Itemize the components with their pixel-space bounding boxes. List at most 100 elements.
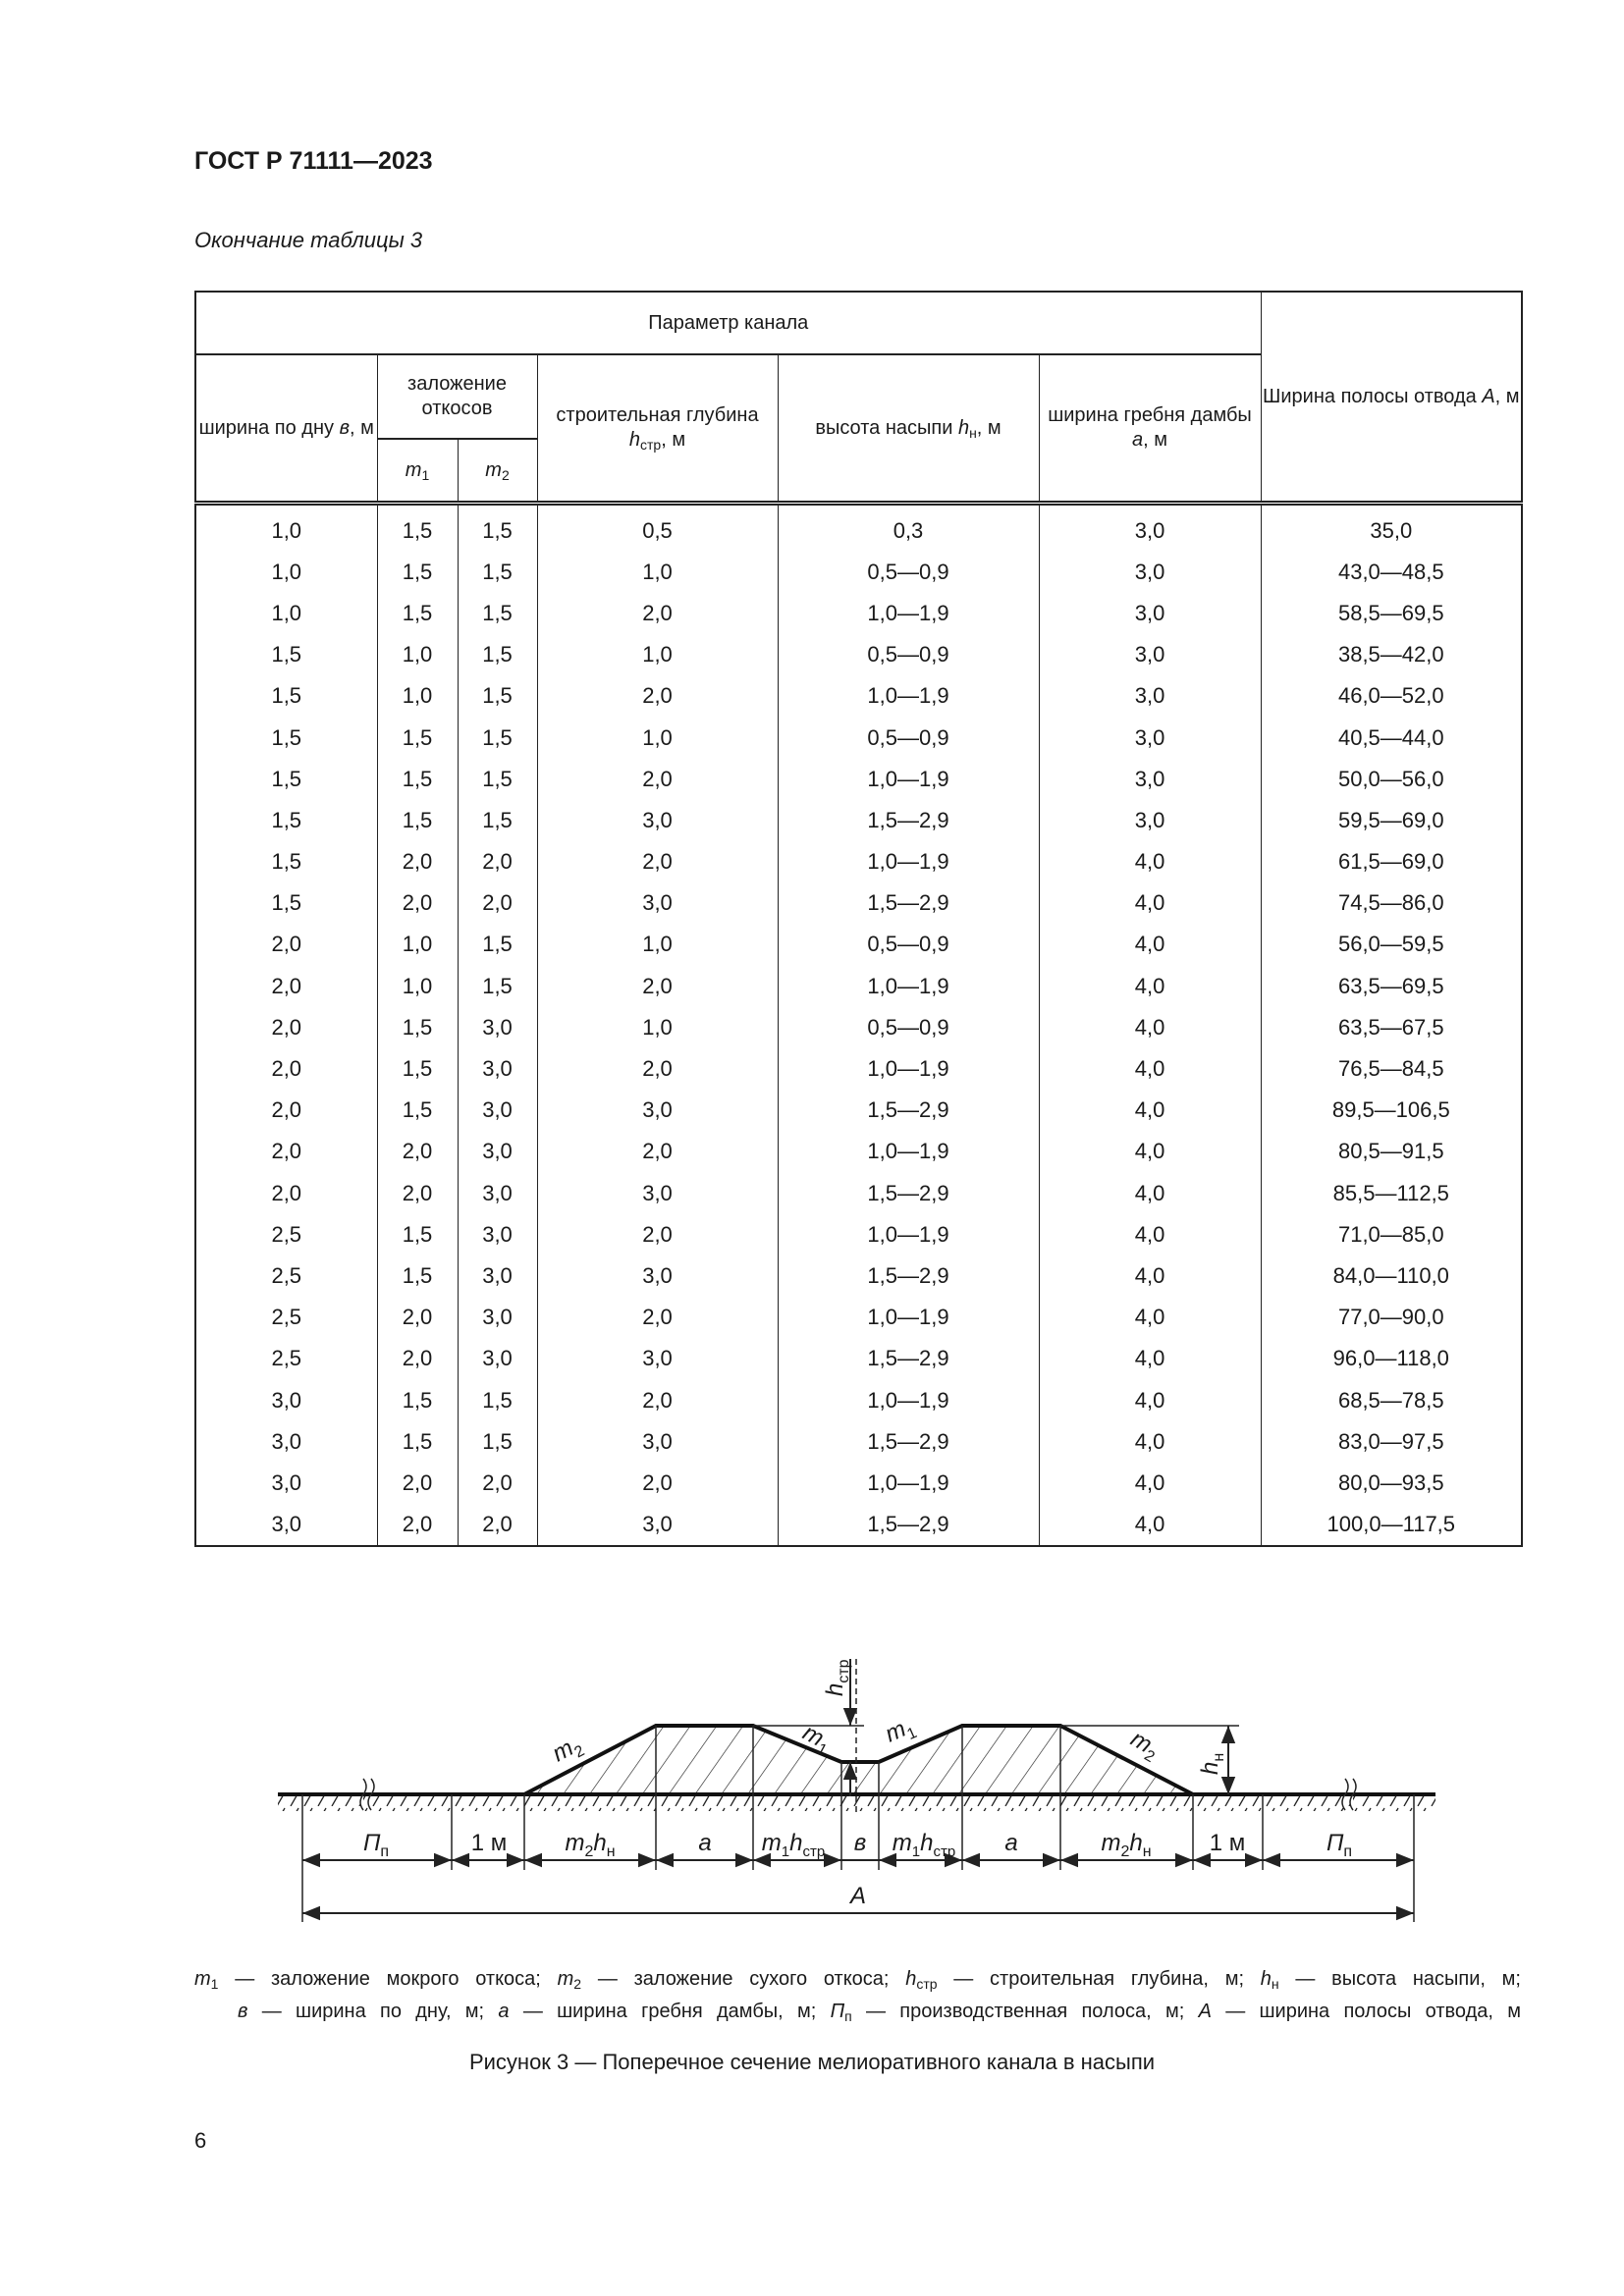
table-cell: 83,0—97,5 <box>1260 1420 1523 1463</box>
table-cell: 2,0 <box>536 1047 779 1090</box>
table-cell: 1,5 <box>376 1420 459 1463</box>
table-cell: 1,0—1,9 <box>777 1130 1040 1172</box>
legend-item: в — ширина по дну, м; <box>238 2001 499 2022</box>
table-cell: 1,5 <box>194 840 378 882</box>
table-cell: 3,0 <box>1038 592 1262 634</box>
table-cell: 100,0—117,5 <box>1260 1503 1523 1546</box>
legend-line-1: m1 — заложение мокрого откоса; m2 — зало… <box>194 1963 1521 1996</box>
table-cell: 63,5—69,5 <box>1260 965 1523 1007</box>
table-cell: 2,0 <box>194 923 378 966</box>
table-cell: 3,0 <box>1038 551 1262 593</box>
legend-item: m2 — заложение сухого откоса; <box>557 1968 906 1992</box>
table-cell: 1,0—1,9 <box>777 1296 1040 1338</box>
table-row: 3,0 2,0 2,0 2,0 1,0—1,9 4,0 80,0—93,5 <box>194 1462 1523 1504</box>
label-m2hn-left: m2hн <box>565 1830 615 1860</box>
table-cell: 2,0 <box>457 1462 538 1504</box>
table-cell: 1,5 <box>457 674 538 717</box>
table-cell: 3,0 <box>457 1255 538 1297</box>
table-cell: 3,0 <box>194 1503 378 1546</box>
table-cell: 1,0 <box>536 551 779 593</box>
table-cell: 1,0 <box>376 923 459 966</box>
table-cell: 1,5 <box>194 633 378 675</box>
table-cell: 1,5 <box>194 674 378 717</box>
table-cell: 1,5—2,9 <box>777 881 1040 924</box>
table-cell: 2,0 <box>536 758 779 800</box>
label-hn: hн <box>1197 1753 1227 1775</box>
table-cell: 0,5—0,9 <box>777 716 1040 759</box>
table-row: 1,5 1,5 1,5 1,0 0,5—0,9 3,0 40,5—44,0 <box>194 716 1523 759</box>
table-cell: 1,0—1,9 <box>777 965 1040 1007</box>
label-p-left: Пп <box>363 1830 389 1860</box>
table-cell: 4,0 <box>1038 1420 1262 1463</box>
table-cell: 3,0 <box>1038 674 1262 717</box>
table-row: 1,5 1,5 1,5 3,0 1,5—2,9 3,0 59,5—69,0 <box>194 799 1523 841</box>
table-cell: 89,5—106,5 <box>1260 1089 1523 1131</box>
table-cell: 0,5—0,9 <box>777 551 1040 593</box>
table-cell: 2,0 <box>536 592 779 634</box>
header-slopes: заложение откосов <box>376 353 538 440</box>
table-cell: 4,0 <box>1038 1047 1262 1090</box>
label-m1hstr-right: m1hстр <box>893 1830 955 1860</box>
table-cell: 1,5—2,9 <box>777 1420 1040 1463</box>
table-row: 2,0 1,0 1,5 2,0 1,0—1,9 4,0 63,5—69,5 <box>194 965 1523 1007</box>
label-a-right: a <box>1004 1830 1017 1856</box>
table-cell: 4,0 <box>1038 1462 1262 1504</box>
label-hstr: hстр <box>822 1659 852 1696</box>
table-cell: 2,0 <box>194 1006 378 1048</box>
table-cell: 4,0 <box>1038 1255 1262 1297</box>
table-row: 2,5 1,5 3,0 2,0 1,0—1,9 4,0 71,0—85,0 <box>194 1213 1523 1255</box>
table-cell: 50,0—56,0 <box>1260 758 1523 800</box>
table-cell: 1,5 <box>376 503 459 552</box>
table-cell: 1,5 <box>457 1420 538 1463</box>
table-row: 2,0 1,5 3,0 2,0 1,0—1,9 4,0 76,5—84,5 <box>194 1047 1523 1090</box>
table-cell: 2,0 <box>376 1462 459 1504</box>
table-cell: 63,5—67,5 <box>1260 1006 1523 1048</box>
table-cell: 3,0 <box>457 1006 538 1048</box>
table-row: 2,5 2,0 3,0 2,0 1,0—1,9 4,0 77,0—90,0 <box>194 1296 1523 1338</box>
label-m1hstr-left: m1hстр <box>762 1830 825 1860</box>
table-cell: 1,0—1,9 <box>777 1213 1040 1255</box>
table-cell: 1,0 <box>194 503 378 552</box>
table-caption: Окончание таблицы 3 <box>194 228 423 252</box>
table-cell: 77,0—90,0 <box>1260 1296 1523 1338</box>
table-cell: 1,0—1,9 <box>777 840 1040 882</box>
figure-legend: m1 — заложение мокрого откоса; m2 — зало… <box>194 1963 1521 2028</box>
table-cell: 1,5 <box>376 551 459 593</box>
table-cell: 1,5 <box>194 881 378 924</box>
table-cell: 2,0 <box>194 1172 378 1214</box>
table-cell: 1,5—2,9 <box>777 1503 1040 1546</box>
table-cell: 3,0 <box>536 1503 779 1546</box>
table-cell: 0,5—0,9 <box>777 1006 1040 1048</box>
table-cell: 3,0 <box>1038 633 1262 675</box>
table-cell: 1,0—1,9 <box>777 1378 1040 1421</box>
table-cell: 4,0 <box>1038 1006 1262 1048</box>
table-cell: 3,0 <box>536 1255 779 1297</box>
page-number: 6 <box>194 2128 207 2153</box>
table-cell: 1,0 <box>376 965 459 1007</box>
table-cell: 84,0—110,0 <box>1260 1255 1523 1297</box>
table-cell: 3,0 <box>536 799 779 841</box>
group-header: Параметр канала <box>194 291 1262 355</box>
table-cell: 2,0 <box>376 1296 459 1338</box>
table-cell: 0,3 <box>777 503 1040 552</box>
table-row: 1,5 2,0 2,0 2,0 1,0—1,9 4,0 61,5—69,0 <box>194 840 1523 882</box>
table-cell: 43,0—48,5 <box>1260 551 1523 593</box>
channel-parameters-table: Параметр канала Ширина полосы отвода A, … <box>194 291 1524 1547</box>
dimension-labels: Пп 1 м m2hн a m1hстр в m1hстр a m2hн 1 м… <box>363 1830 1352 1909</box>
label-A: A <box>848 1883 866 1909</box>
table-cell: 3,0 <box>194 1420 378 1463</box>
legend-item: a — ширина гребня дамбы, м; <box>498 2001 831 2022</box>
table-cell: 1,5 <box>457 503 538 552</box>
table-cell: 1,5 <box>194 799 378 841</box>
table-cell: 80,0—93,5 <box>1260 1462 1523 1504</box>
table-cell: 3,0 <box>1038 716 1262 759</box>
table-cell: 2,0 <box>194 1130 378 1172</box>
table-cell: 2,0 <box>376 1130 459 1172</box>
table-cell: 1,5—2,9 <box>777 1337 1040 1379</box>
table-cell: 1,5—2,9 <box>777 1255 1040 1297</box>
table-cell: 2,0 <box>376 1337 459 1379</box>
table-cell: 1,5—2,9 <box>777 1172 1040 1214</box>
header-m2: m2 <box>457 438 538 506</box>
table-row: 3,0 2,0 2,0 3,0 1,5—2,9 4,0 100,0—117,5 <box>194 1503 1523 1546</box>
table-cell: 2,0 <box>536 1130 779 1172</box>
